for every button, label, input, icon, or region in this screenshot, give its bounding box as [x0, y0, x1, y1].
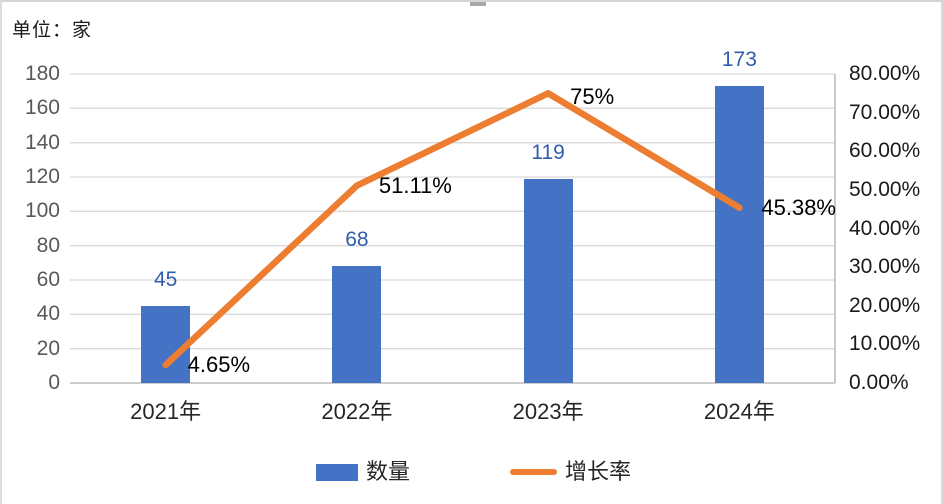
- unit-label: 单位：家: [12, 20, 93, 41]
- legend-label-quantity: 数量: [365, 459, 410, 484]
- bar-value-label: 173: [721, 48, 757, 72]
- bar-value-label: 68: [345, 228, 369, 252]
- left-axis-tick-label: 180: [24, 62, 60, 85]
- line-point-label: 51.11%: [378, 172, 452, 198]
- line-point-label: 45.38%: [761, 194, 836, 220]
- legend-item-growth-rate[interactable]: 增长率: [510, 459, 631, 485]
- right-axis-tick-label: 0.00%: [849, 371, 909, 394]
- x-axis-label-2023年: 2023年: [512, 399, 584, 424]
- x-axis-label-2021年: 2021年: [130, 399, 202, 424]
- x-axis-label-2022年: 2022年: [321, 399, 393, 424]
- right-axis-tick-label: 50.00%: [849, 177, 921, 201]
- right-axis-tick-label: 20.00%: [849, 293, 921, 317]
- left-axis-tick-label: 20: [36, 336, 60, 360]
- legend-item-quantity[interactable]: 数量: [315, 459, 410, 485]
- chart-legend: 数量 增长率: [2, 458, 941, 486]
- right-axis-tick-label: 80.00%: [849, 62, 921, 85]
- left-axis-tick-label: 60: [36, 268, 60, 291]
- right-axis-tick-label: 40.00%: [849, 216, 921, 240]
- right-axis-tick-label: 10.00%: [849, 332, 921, 356]
- bar-2023年[interactable]: [523, 178, 573, 383]
- left-axis-tick-label: 160: [24, 96, 60, 120]
- left-axis-tick-label: 120: [24, 165, 60, 188]
- bar-2022年[interactable]: [332, 266, 382, 383]
- x-axis-label-2024年: 2024年: [703, 399, 775, 424]
- bar-value-label: 119: [531, 140, 565, 164]
- line-point-label: 75%: [570, 84, 615, 110]
- left-axis-tick-label: 0: [48, 371, 60, 394]
- left-axis-tick-label: 100: [24, 199, 60, 223]
- bar-2021年[interactable]: [141, 305, 191, 383]
- right-axis-tick-label: 60.00%: [849, 139, 921, 163]
- legend-label-growth-rate: 增长率: [565, 459, 632, 484]
- left-axis-tick-label: 40: [36, 302, 60, 326]
- right-axis-tick-label: 70.00%: [849, 100, 921, 124]
- chart-resize-handle[interactable]: [470, 2, 486, 6]
- line-point-label: 4.65%: [187, 352, 251, 378]
- growth-rate-line[interactable]: [162, 90, 743, 369]
- line-swatch-icon: [510, 469, 557, 475]
- bar-2024年[interactable]: [714, 86, 764, 383]
- bar-swatch-icon: [315, 463, 358, 481]
- left-axis-tick-label: 140: [24, 130, 60, 154]
- left-axis-tick-label: 80: [36, 233, 60, 257]
- bar-value-label: 45: [153, 267, 178, 291]
- right-axis-tick-label: 30.00%: [849, 255, 921, 279]
